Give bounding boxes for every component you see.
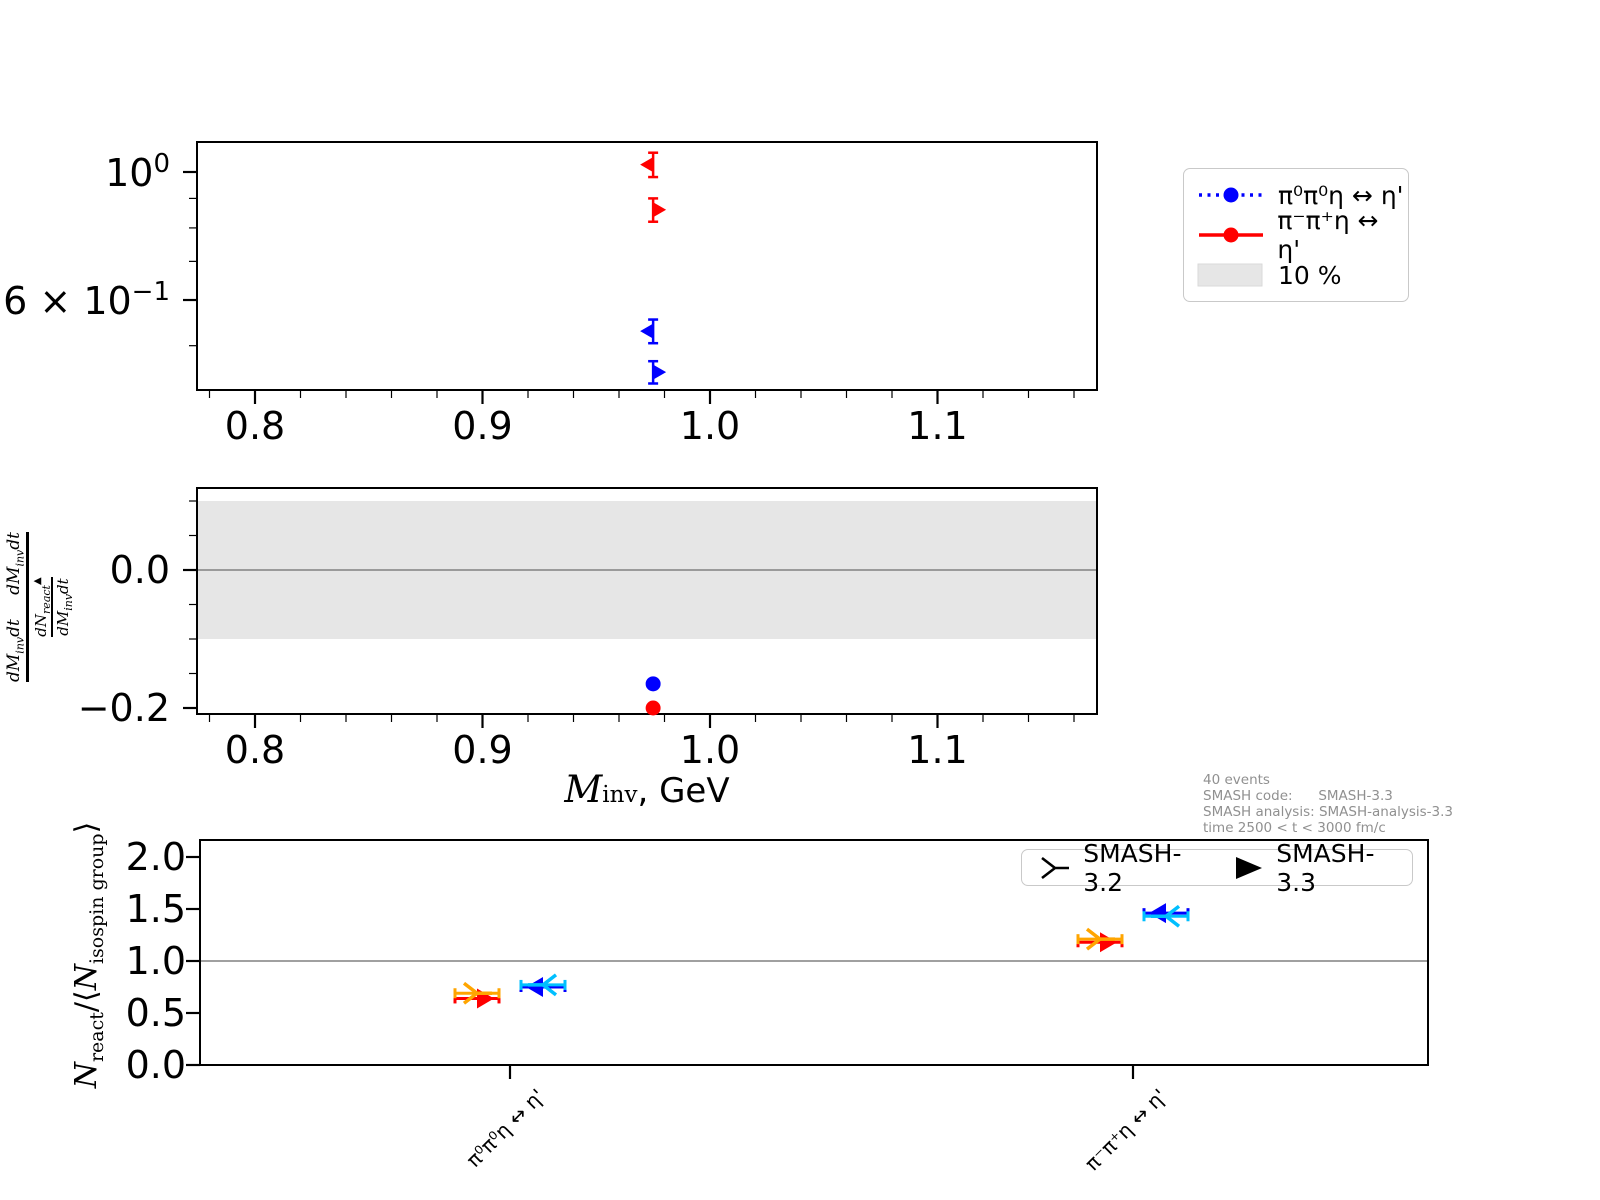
legend-entry-pi0pi0: π⁰π⁰η ↔ η' xyxy=(1196,175,1408,215)
marker-caret-left xyxy=(640,323,654,339)
marker-tri-left xyxy=(528,973,558,997)
gray-patch-icon xyxy=(1197,263,1263,287)
bottom-legend: SMASH-3.2 SMASH-3.3 xyxy=(1021,839,1413,897)
mid-x-tick-label: 1.1 xyxy=(907,728,968,772)
marker-caret-right xyxy=(653,364,667,380)
bottom-y-axis-label: Nreact/⟨Nisospin group⟩ xyxy=(68,821,108,1089)
mid-x-tick-label: 1.0 xyxy=(679,728,741,772)
top-panel-frame xyxy=(196,141,1098,391)
legend-label: SMASH-3.3 xyxy=(1276,838,1375,897)
info-text: 40 events SMASH code: SMASH-3.3 SMASH an… xyxy=(1203,772,1453,836)
legend-label: SMASH-3.2 xyxy=(1083,838,1182,897)
filled-right-triangle-marker-icon xyxy=(1236,856,1262,879)
legend-label: π⁻π⁺η ↔ η' xyxy=(1277,206,1379,264)
marker-caret-right xyxy=(653,202,667,218)
triangle-marker-glyph: ▲ xyxy=(31,577,43,586)
tri-prong-marker-icon xyxy=(1041,856,1070,879)
info-line-code: SMASH code: SMASH-3.3 xyxy=(1203,788,1393,804)
info-line-events: 40 events xyxy=(1203,772,1270,788)
top-x-tick-label: 0.9 xyxy=(452,404,513,448)
top-x-tick-label: 0.8 xyxy=(224,404,286,448)
mid-x-tick-label: 0.8 xyxy=(224,728,286,772)
marker-tri-right xyxy=(462,981,492,1005)
top-x-tick-label: 1.0 xyxy=(679,404,741,448)
legend-entry-pimpip: π⁻π⁺η ↔ η' xyxy=(1196,206,1408,264)
top-x-tick-label: 1.1 xyxy=(907,404,968,448)
bottom-y-tick-label: 0.5 xyxy=(125,991,186,1035)
mid-ylabel-numerator: dMinvdt dMinvdt xyxy=(4,532,27,682)
marker-caret-left xyxy=(1149,903,1166,924)
legend-label: 10 % xyxy=(1278,260,1342,290)
bottom-y-tick-label: 2.0 xyxy=(125,835,186,879)
marker-circle xyxy=(645,676,661,692)
bottom-x-category-label: π⁰π⁰η ↔ η' xyxy=(460,1084,549,1173)
bottom-y-tick-label: 1.5 xyxy=(125,887,186,931)
mid-ylabel-denominator: dNreact▲ dMinvdt xyxy=(31,577,75,637)
info-line-analysis: SMASH analysis: SMASH-analysis-3.3 xyxy=(1203,804,1454,820)
mid-y-tick-label: 0.0 xyxy=(109,548,170,592)
marker-caret-right xyxy=(1100,932,1117,953)
mid-y-axis-label: dMinvdt dMinvdt dNreact▲ dMinvdt xyxy=(4,532,75,682)
legend-entry-band: 10 % xyxy=(1196,255,1408,295)
bottom-y-tick-label: 1.0 xyxy=(125,939,186,983)
bottom-panel-frame xyxy=(199,839,1429,1066)
blue-dotted-line-circle-icon xyxy=(1199,187,1263,203)
marker-caret-left xyxy=(640,157,654,173)
middle-panel-frame xyxy=(196,487,1098,715)
marker-caret-left xyxy=(526,977,543,997)
marker-tri-right xyxy=(1085,927,1115,951)
info-line-time: time 2500 < t < 3000 fm/c xyxy=(1203,820,1386,836)
legend-label: π⁰π⁰η ↔ η' xyxy=(1278,180,1404,210)
mid-y-tick-label: −0.2 xyxy=(77,686,170,730)
mid-x-tick-label: 0.9 xyxy=(452,728,513,772)
bottom-y-tick-label: 0.0 xyxy=(125,1043,186,1087)
marker-tri-left xyxy=(1151,904,1181,928)
red-solid-line-circle-icon xyxy=(1199,227,1263,243)
top-legend: π⁰π⁰η ↔ η' π⁻π⁺η ↔ η' 10 % xyxy=(1183,168,1409,302)
top-y-tick-label: 100 xyxy=(105,149,170,195)
bottom-x-category-label: π⁻π⁺η ↔ η' xyxy=(1080,1084,1172,1176)
marker-circle xyxy=(645,700,661,716)
top-y-tick-label: 6 × 10−1 xyxy=(3,277,170,323)
